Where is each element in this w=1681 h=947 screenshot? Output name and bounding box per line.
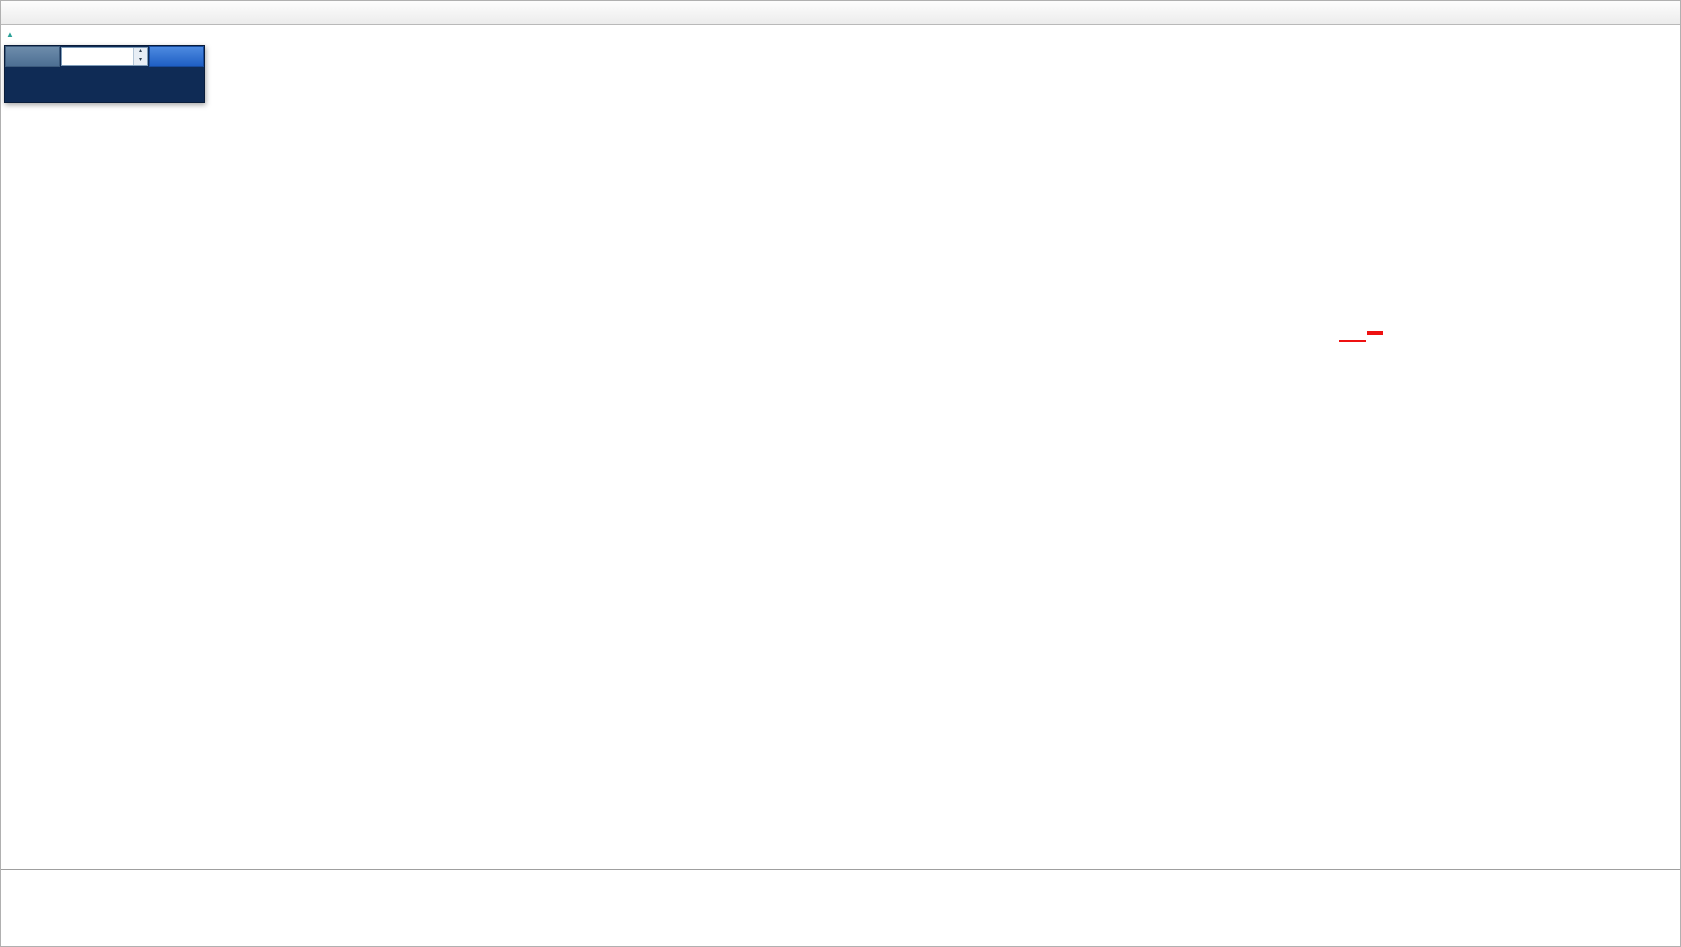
- spin-down-icon[interactable]: ▾: [134, 56, 147, 65]
- toolbar: [1, 1, 1680, 25]
- volume-input[interactable]: [62, 48, 133, 65]
- spin-up-icon[interactable]: ▴: [134, 48, 147, 57]
- rsi-indicator-canvas[interactable]: [1, 708, 1680, 869]
- time-axis: [1, 869, 1680, 889]
- price-tag[interactable]: [1367, 331, 1383, 335]
- chart-title: ▲: [6, 30, 26, 39]
- buy-button[interactable]: [149, 46, 204, 67]
- chart-shift-marker-icon: ▲: [6, 30, 14, 39]
- sell-price: [5, 67, 105, 102]
- volume-control: ▴ ▾: [61, 47, 148, 66]
- macd-indicator-canvas[interactable]: [1, 546, 1680, 708]
- buy-price: [105, 67, 205, 102]
- price-tag-connector: [1339, 340, 1366, 342]
- volume-spinner[interactable]: ▴ ▾: [133, 48, 147, 65]
- one-click-trading-panel: ▴ ▾: [4, 45, 205, 103]
- sell-button[interactable]: [5, 46, 60, 67]
- main-chart-canvas[interactable]: [1, 25, 1680, 546]
